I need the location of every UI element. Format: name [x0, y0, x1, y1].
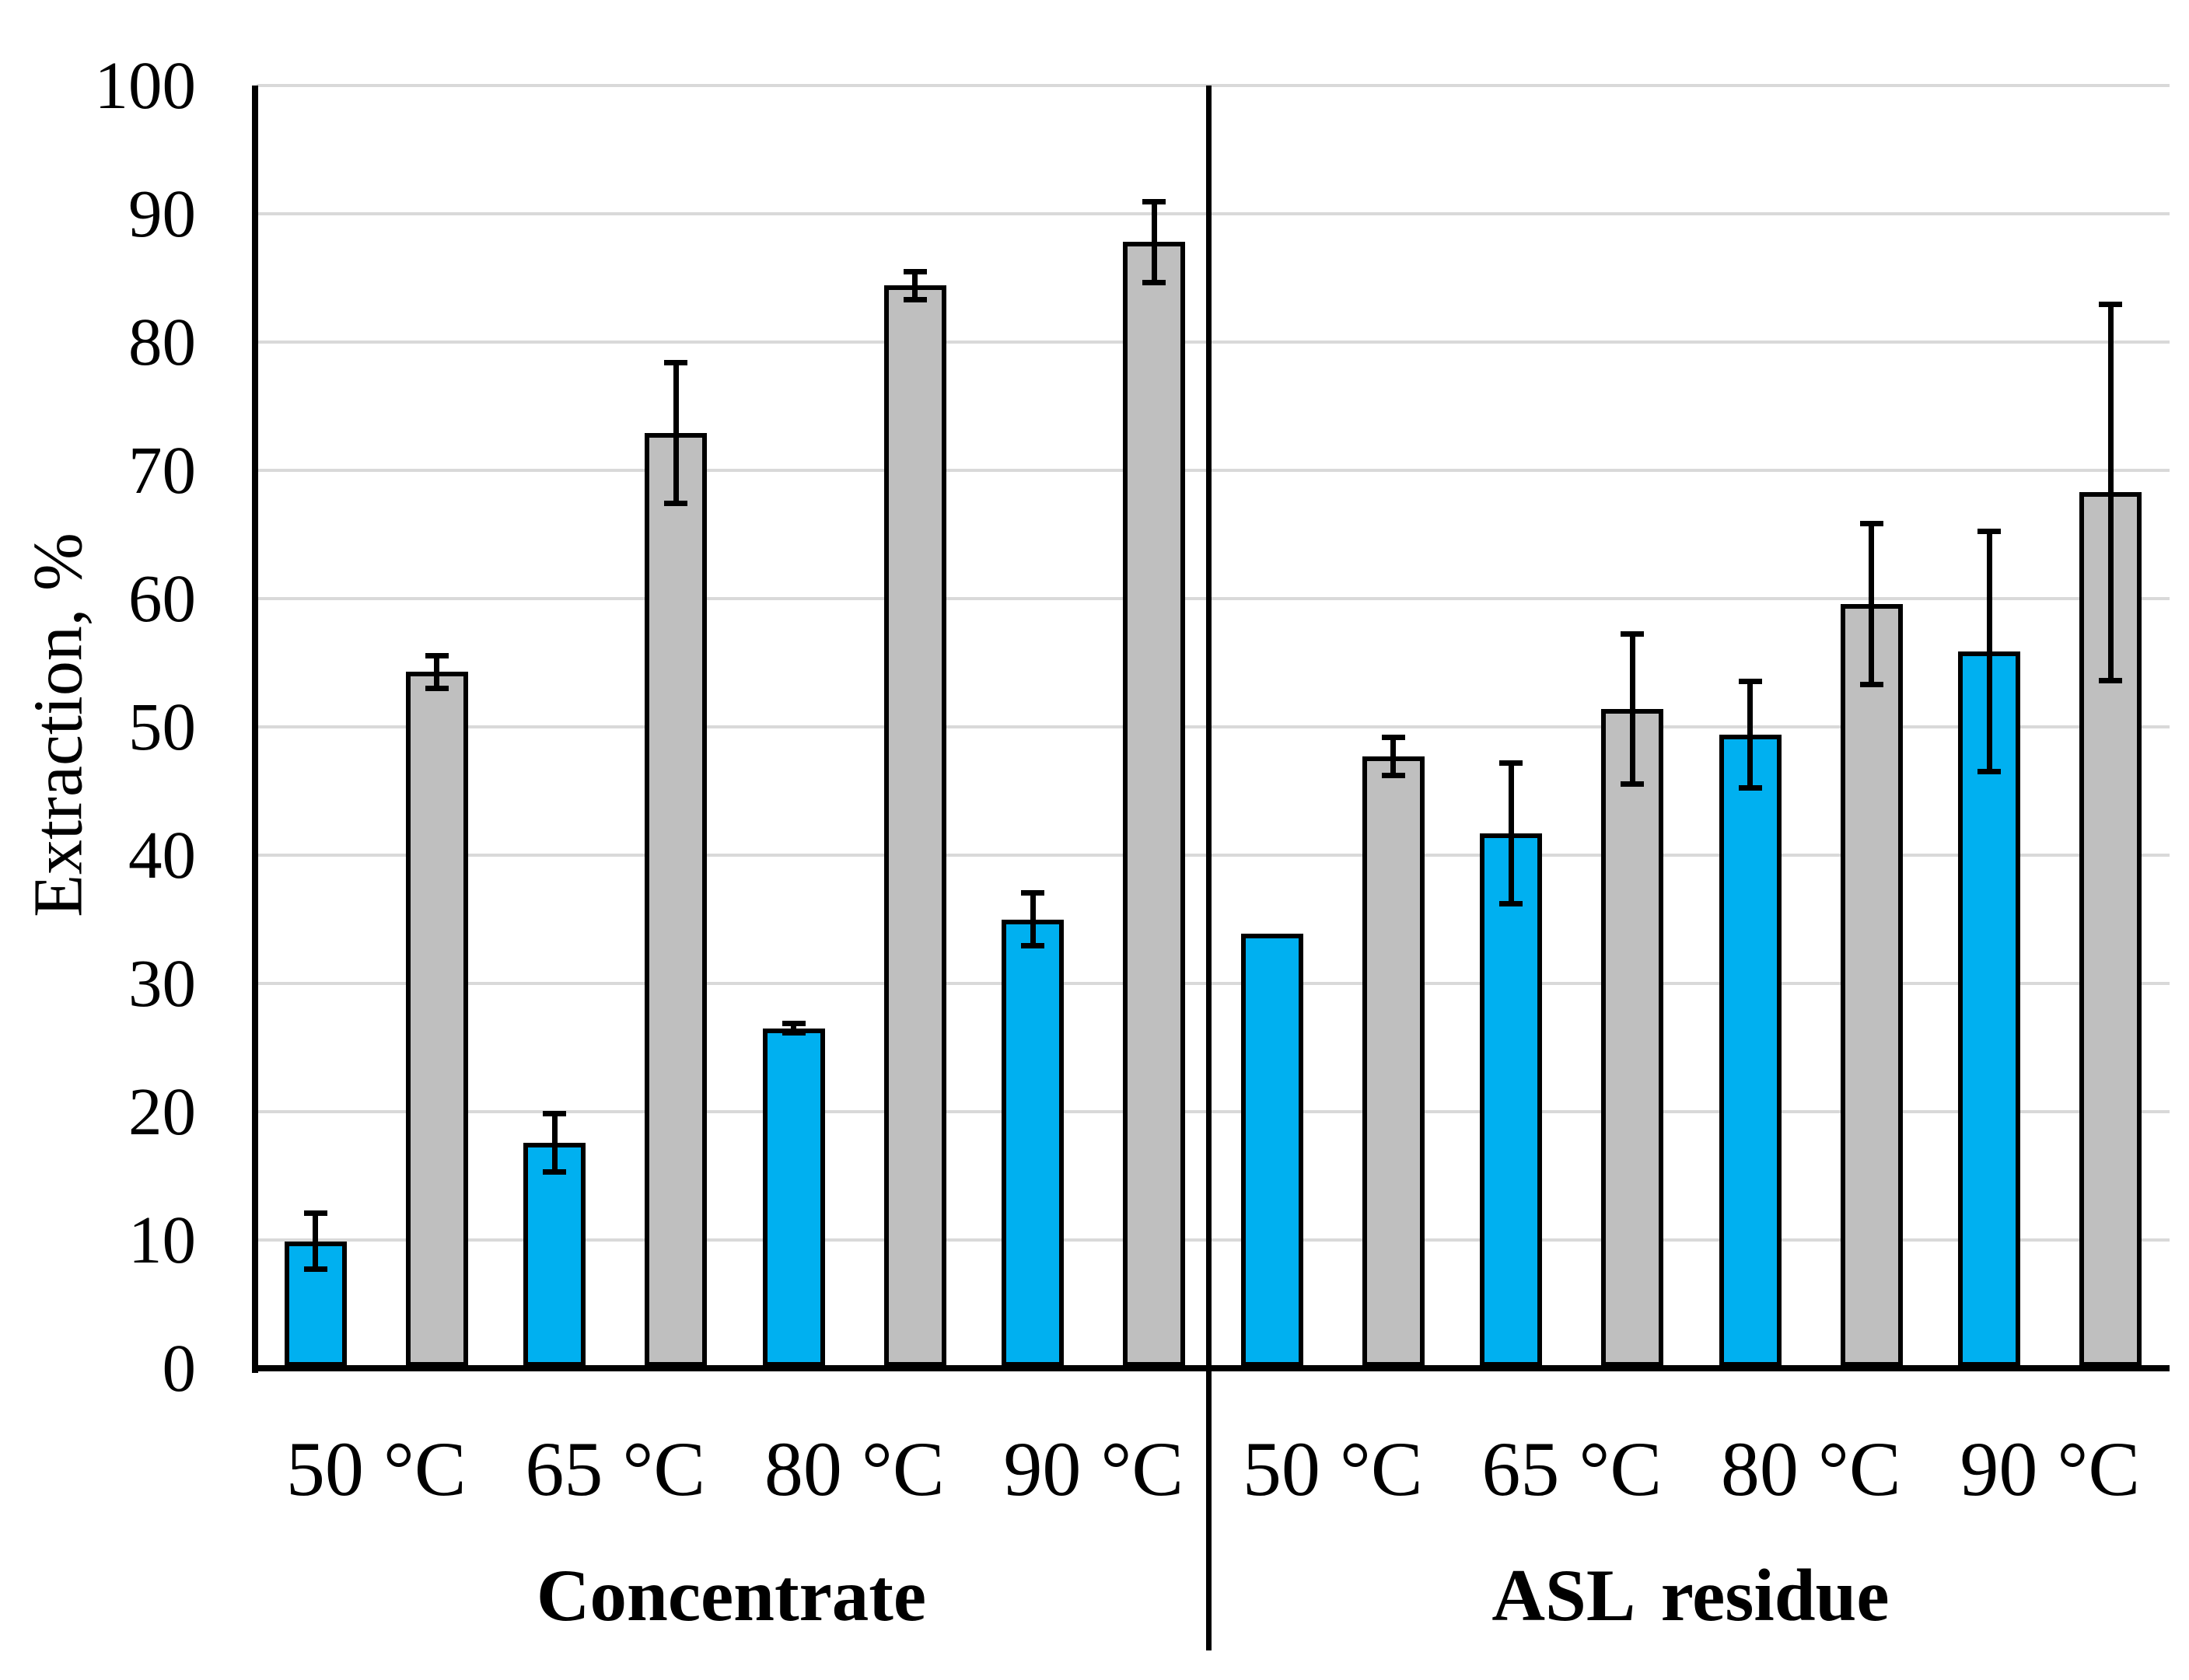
bar-gray-series	[883, 285, 946, 1367]
error-bar	[1030, 892, 1036, 947]
bar-blue-series	[1240, 933, 1303, 1367]
error-bar-cap-bottom	[1977, 768, 2002, 774]
error-bar-cap-top	[1738, 678, 1762, 684]
error-bar-cap-top	[425, 652, 449, 658]
error-bar-cap-top	[1859, 520, 1883, 526]
error-bar-cap-bottom	[303, 1266, 327, 1272]
y-tick-label: 10	[128, 1202, 196, 1277]
error-bar-cap-bottom	[1021, 943, 1045, 949]
error-bar	[1747, 680, 1754, 789]
y-tick-label: 90	[128, 176, 196, 251]
gridline-30	[257, 982, 2170, 985]
bar-gray-series	[1601, 708, 1664, 1367]
group-label-concentrate: Concentrate	[536, 1554, 927, 1636]
group-divider-line	[1206, 86, 1212, 1650]
error-bar-cap-bottom	[1142, 280, 1166, 286]
y-tick-label: 40	[128, 817, 196, 892]
y-tick-label: 100	[94, 47, 197, 123]
x-tick-label: 90 °C	[1960, 1426, 2141, 1512]
error-bar-cap-top	[1381, 735, 1405, 741]
error-bar	[673, 362, 679, 504]
x-tick-label: 65 °C	[1481, 1426, 1663, 1512]
error-bar	[791, 1023, 797, 1034]
y-axis-title: Extraction, %	[19, 533, 97, 917]
gridline-20	[257, 1110, 2170, 1113]
error-bar	[1629, 633, 1635, 785]
error-bar-cap-bottom	[1738, 785, 1762, 791]
gridline-70	[257, 469, 2170, 472]
gridline-100	[257, 84, 2170, 87]
error-bar	[1151, 201, 1157, 284]
y-tick-label: 50	[128, 689, 196, 764]
error-bar-cap-top	[1021, 889, 1045, 896]
error-bar-cap-top	[303, 1210, 327, 1217]
x-tick-label: 65 °C	[525, 1426, 706, 1512]
error-bar-cap-bottom	[543, 1168, 567, 1175]
error-bar-cap-top	[1621, 630, 1645, 637]
gridline-80	[257, 341, 2170, 344]
y-tick-label: 60	[128, 561, 196, 636]
x-tick-label: 80 °C	[764, 1426, 945, 1512]
gridline-60	[257, 597, 2170, 600]
error-bar-cap-top	[1142, 198, 1166, 204]
bar-blue-series	[1002, 919, 1065, 1367]
error-bar-cap-bottom	[664, 500, 688, 506]
bar-gray-series	[1123, 242, 1186, 1367]
bar-blue-series	[762, 1028, 825, 1367]
error-bar-cap-top	[903, 269, 927, 275]
error-bar-cap-bottom	[903, 296, 927, 302]
error-bar-cap-bottom	[782, 1030, 806, 1036]
error-bar	[434, 655, 440, 689]
group-label-asl-residue: ASL residue	[1491, 1554, 1890, 1636]
error-bar-cap-top	[543, 1110, 567, 1116]
bar-blue-series	[523, 1142, 586, 1367]
gridline-50	[257, 725, 2170, 728]
y-tick-label: 80	[128, 304, 196, 379]
bar-blue-series	[1958, 651, 2021, 1367]
error-bar-cap-bottom	[1381, 772, 1405, 778]
gridline-40	[257, 854, 2170, 857]
x-tick-label: 80 °C	[1720, 1426, 1901, 1512]
x-tick-label: 90 °C	[1003, 1426, 1184, 1512]
y-tick-label: 0	[162, 1330, 197, 1406]
bar-gray-series	[1362, 756, 1425, 1367]
error-bar-cap-bottom	[425, 685, 449, 691]
y-tick-label: 30	[128, 945, 196, 1021]
x-tick-label: 50 °C	[285, 1426, 467, 1512]
bar-blue-series	[1719, 734, 1782, 1367]
y-tick-label: 70	[128, 432, 196, 508]
gridline-10	[257, 1238, 2170, 1242]
error-bar	[1390, 737, 1397, 776]
bar-gray-series	[1840, 603, 1903, 1367]
gridline-90	[257, 212, 2170, 215]
error-bar	[912, 271, 918, 300]
error-bar	[313, 1213, 319, 1270]
error-bar-cap-top	[664, 360, 688, 366]
error-bar	[1508, 763, 1514, 904]
y-axis-line	[252, 86, 258, 1373]
error-bar	[551, 1112, 558, 1172]
bar-blue-series	[1480, 833, 1543, 1367]
bar-gray-series	[405, 672, 468, 1367]
error-bar	[1869, 522, 1875, 685]
error-bar-cap-bottom	[2099, 677, 2123, 683]
error-bar-cap-top	[1499, 760, 1523, 767]
bar-blue-series	[284, 1241, 347, 1367]
error-bar-cap-bottom	[1499, 900, 1523, 906]
error-bar-cap-top	[1977, 528, 2002, 534]
error-bar-cap-bottom	[1621, 781, 1645, 788]
bar-gray-series	[645, 433, 708, 1367]
error-bar-cap-top	[782, 1021, 806, 1027]
error-bar-cap-top	[2099, 301, 2123, 307]
y-tick-label: 20	[128, 1074, 196, 1149]
error-bar	[1986, 530, 1992, 772]
x-tick-label: 50 °C	[1242, 1426, 1423, 1512]
error-bar	[2107, 303, 2114, 681]
error-bar-cap-bottom	[1859, 681, 1883, 687]
